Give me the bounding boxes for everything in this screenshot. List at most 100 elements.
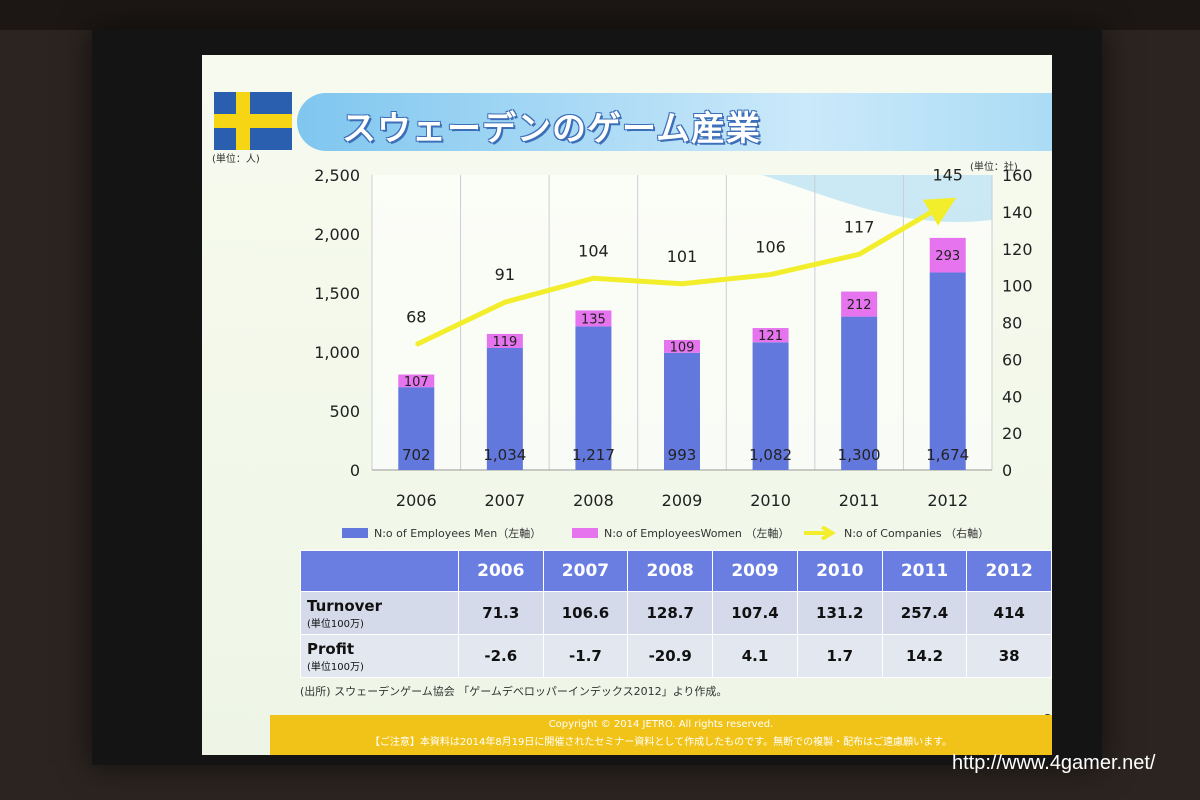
bar-women <box>841 291 878 317</box>
bar-women-label: 107 <box>404 375 429 390</box>
row-label-sub: (単位100万) <box>307 661 364 673</box>
right-axis-unit: (単位：社) <box>970 162 1018 173</box>
companies-point <box>503 301 506 304</box>
table-cell: 38 <box>966 634 1052 678</box>
legend-women: N:o of EmployeesWomen （左軸） <box>572 525 789 541</box>
companies-label: 91 <box>495 265 515 284</box>
companies-point <box>858 253 861 256</box>
legend-arrow-icon <box>804 526 836 540</box>
x-axis-tick-label: 2006 <box>396 491 437 510</box>
bar-men <box>929 272 966 470</box>
bar-men <box>575 326 612 470</box>
table-row-turnover: Turnover (単位100万) 71.3 106.6 128.7 107.4… <box>300 591 1052 635</box>
table-cell: -1.7 <box>542 634 629 678</box>
copyright-text: Copyright © 2014 JETRO. All rights reser… <box>548 719 774 730</box>
legend-men-swatch <box>342 528 368 538</box>
x-axis-tick-label: 2010 <box>750 491 791 510</box>
bar-women-label: 212 <box>847 298 872 313</box>
bar-women-label: 293 <box>935 249 960 264</box>
table-cell: 1.7 <box>796 634 883 678</box>
left-axis-tick-label: 500 <box>329 402 360 421</box>
table-header-blank <box>300 550 459 592</box>
table-cell: 4.1 <box>712 634 798 678</box>
right-axis-tick-label: 40 <box>1002 387 1022 406</box>
bar-men <box>486 347 523 470</box>
x-axis-tick-label: 2009 <box>662 491 703 510</box>
table-header-row: 2006 2007 2008 2009 2010 2011 2012 <box>300 550 1052 592</box>
bar-men-label: 1,300 <box>838 446 881 464</box>
title-banner <box>297 93 1052 151</box>
footer-bar: Copyright © 2014 JETRO. All rights reser… <box>270 715 1052 755</box>
companies-point <box>415 343 418 346</box>
watermark-url: http://www.4gamer.net/ <box>952 752 1156 774</box>
legend-companies: N:o of Companies （右軸） <box>802 525 989 541</box>
right-axis-tick-label: 140 <box>1002 203 1033 222</box>
companies-label: 68 <box>406 308 426 327</box>
right-axis-tick-label: 20 <box>1002 424 1022 443</box>
left-axis-tick-label: 1,000 <box>314 343 360 362</box>
x-axis-tick-label: 2007 <box>484 491 525 510</box>
left-axis-tick-label: 1,500 <box>314 284 360 303</box>
right-axis-tick-label: 80 <box>1002 314 1022 333</box>
legend-men: N:o of Employees Men（左軸） <box>342 525 541 541</box>
table-cell: 131.2 <box>796 591 883 635</box>
companies-point <box>681 282 683 285</box>
bar-men-label: 1,217 <box>572 446 615 464</box>
table-cell: 106.6 <box>542 591 629 635</box>
table-header-year: 2009 <box>712 550 798 592</box>
source-note: (出所) スウェーデンゲーム協会 「ゲームデベロッパーインデックス2012」より… <box>300 685 728 698</box>
bar-men-label: 702 <box>402 446 431 464</box>
right-axis-tick-label: 100 <box>1002 277 1033 296</box>
table-cell: -20.9 <box>627 634 714 678</box>
bar-women <box>398 374 435 388</box>
row-label: Profit (単位100万) <box>300 634 459 678</box>
table-cell: 14.2 <box>881 634 968 678</box>
bar-women-label: 119 <box>492 335 517 350</box>
notice-text: 【ご注意】本資料は2014年8月19日に開催されたセミナー資料として作成したもの… <box>369 737 953 748</box>
bar-men-label: 1,082 <box>749 446 792 464</box>
table-header-year: 2011 <box>881 550 968 592</box>
left-axis-tick-label: 2,500 <box>314 166 360 185</box>
bar-women <box>575 310 612 327</box>
x-axis-tick-label: 2011 <box>839 491 880 510</box>
bar-men-label: 993 <box>668 446 697 464</box>
bar-men <box>398 387 435 470</box>
companies-label: 104 <box>578 241 609 260</box>
right-axis-tick-label: 120 <box>1002 240 1033 259</box>
financial-table: 2006 2007 2008 2009 2010 2011 2012 Turno… <box>300 550 1052 678</box>
sweden-flag-icon <box>214 92 292 150</box>
slide: スウェーデンのゲーム産業 (単位：人) (単位：社) 0 500 1,000 1,50… <box>202 55 1052 755</box>
x-axis-tick-label: 2012 <box>927 491 968 510</box>
table-cell: 128.7 <box>627 591 714 635</box>
bar-men-label: 1,034 <box>483 446 526 464</box>
table-cell: 257.4 <box>881 591 968 635</box>
bar-men-label: 1,674 <box>926 446 969 464</box>
legend-women-label: N:o of EmployeesWomen （左軸） <box>604 527 790 540</box>
table-header-year: 2007 <box>542 550 629 592</box>
table-row-profit: Profit (単位100万) -2.6 -1.7 -20.9 4.1 1.7 … <box>300 634 1052 678</box>
projector-screen: スウェーデンのゲーム産業 (単位：人) (単位：社) 0 500 1,000 1,50… <box>92 30 1102 765</box>
bar-women-label: 135 <box>581 312 606 327</box>
table-cell: -2.6 <box>458 634 544 678</box>
right-axis-tick-label: 60 <box>1002 350 1022 369</box>
table-cell: 71.3 <box>458 591 544 635</box>
left-axis-unit: (単位：人) <box>212 154 260 165</box>
table-header-year: 2012 <box>966 550 1052 592</box>
bar-men <box>752 342 789 470</box>
slide-title: スウェーデンのゲーム産業 <box>342 109 761 149</box>
companies-label: 145 <box>932 166 963 185</box>
companies-label: 106 <box>755 238 786 257</box>
companies-label: 117 <box>844 217 875 236</box>
bar-women-label: 109 <box>670 340 695 355</box>
x-axis-tick-label: 2008 <box>573 491 614 510</box>
right-axis-tick-label: 0 <box>1002 461 1012 480</box>
bar-women <box>664 339 700 353</box>
table-header-year: 2008 <box>627 550 714 592</box>
companies-label: 101 <box>667 247 698 266</box>
table-header-year: 2010 <box>796 550 883 592</box>
legend-companies-label: N:o of Companies （右軸） <box>844 527 990 540</box>
companies-point <box>769 273 772 276</box>
bar-women <box>929 237 966 273</box>
row-label-sub: (単位100万) <box>307 618 364 630</box>
legend-men-label: N:o of Employees Men（左軸） <box>374 527 542 540</box>
